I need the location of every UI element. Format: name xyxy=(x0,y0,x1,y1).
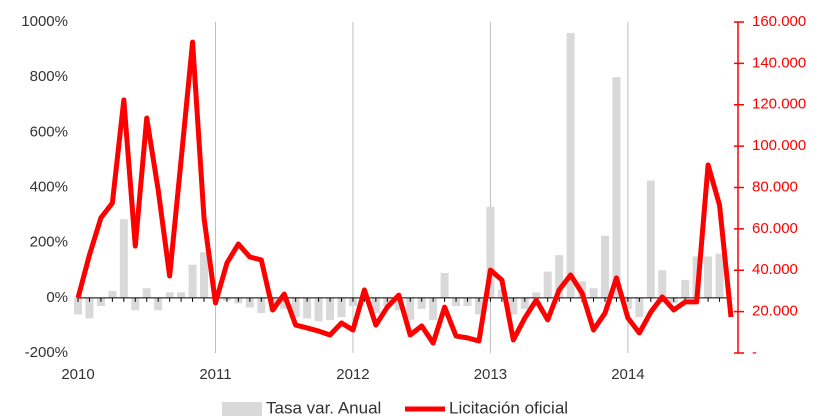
bar xyxy=(532,292,541,298)
bar xyxy=(291,297,300,318)
bar xyxy=(704,256,713,298)
bar xyxy=(154,297,163,311)
y-tick-label: 800% xyxy=(30,68,68,85)
x-tick-label: 2012 xyxy=(336,366,369,383)
bar xyxy=(326,297,335,320)
bar xyxy=(348,297,357,307)
x-tick-label: 2010 xyxy=(61,366,94,383)
y-tick-label: 1000% xyxy=(21,13,68,30)
bar xyxy=(188,264,197,298)
bar xyxy=(658,270,667,298)
x-tick-label: 2013 xyxy=(474,366,507,383)
bar xyxy=(474,297,483,315)
bar xyxy=(337,297,346,318)
bar xyxy=(681,279,690,298)
y2-tick-label: 100.000 xyxy=(752,137,806,154)
bar xyxy=(177,292,186,298)
x-tick-label: 2011 xyxy=(199,366,231,383)
line xyxy=(75,39,734,346)
bar xyxy=(509,297,518,315)
bar xyxy=(200,252,209,298)
y2-tick-label: 140.000 xyxy=(752,54,806,71)
bar xyxy=(520,297,529,309)
bar xyxy=(406,297,415,320)
bar xyxy=(600,235,609,298)
bar xyxy=(635,297,644,318)
bar xyxy=(165,292,174,298)
bar xyxy=(417,297,426,309)
legend-swatch xyxy=(222,402,262,416)
bar xyxy=(383,297,392,307)
bar xyxy=(589,288,598,298)
bar xyxy=(612,77,621,298)
bar xyxy=(108,290,117,298)
bar xyxy=(280,297,289,309)
y2-tick-label: 160.000 xyxy=(752,13,806,30)
bar xyxy=(623,297,632,309)
bar xyxy=(85,297,94,319)
y-tick-label: -200% xyxy=(25,344,68,361)
bar xyxy=(371,297,380,314)
y2-tick-label: 20.000 xyxy=(752,303,798,320)
x-tick-label: 2014 xyxy=(611,366,644,383)
bar xyxy=(715,253,724,298)
bar xyxy=(486,206,495,298)
y2-tick-label: - xyxy=(752,344,757,361)
bar xyxy=(119,219,128,298)
bar xyxy=(543,271,552,298)
bar xyxy=(566,33,575,298)
bar xyxy=(74,297,82,315)
y-tick-label: 0% xyxy=(46,289,68,306)
bar xyxy=(131,297,140,311)
bar xyxy=(463,297,472,307)
y-tick-label: 400% xyxy=(30,178,68,195)
y2-tick-label: 120.000 xyxy=(752,96,806,113)
y2-tick-label: 80.000 xyxy=(752,178,798,195)
bar xyxy=(96,297,105,307)
bar xyxy=(257,297,266,314)
bar xyxy=(303,297,312,319)
y2-tick-label: 60.000 xyxy=(752,220,798,237)
bar xyxy=(452,297,461,307)
y2-tick-label: 40.000 xyxy=(752,261,798,278)
legend-label: Tasa var. Anual xyxy=(266,398,381,417)
bar xyxy=(646,180,655,298)
bar xyxy=(440,273,449,298)
legend-label: Licitación oficial xyxy=(449,398,568,417)
bar xyxy=(497,289,506,298)
y-tick-label: 200% xyxy=(30,234,68,251)
bar xyxy=(429,297,438,320)
y-tick-label: 600% xyxy=(30,123,68,140)
bar xyxy=(555,255,564,298)
bar xyxy=(314,297,323,322)
bar xyxy=(245,297,254,308)
bar xyxy=(142,288,151,298)
